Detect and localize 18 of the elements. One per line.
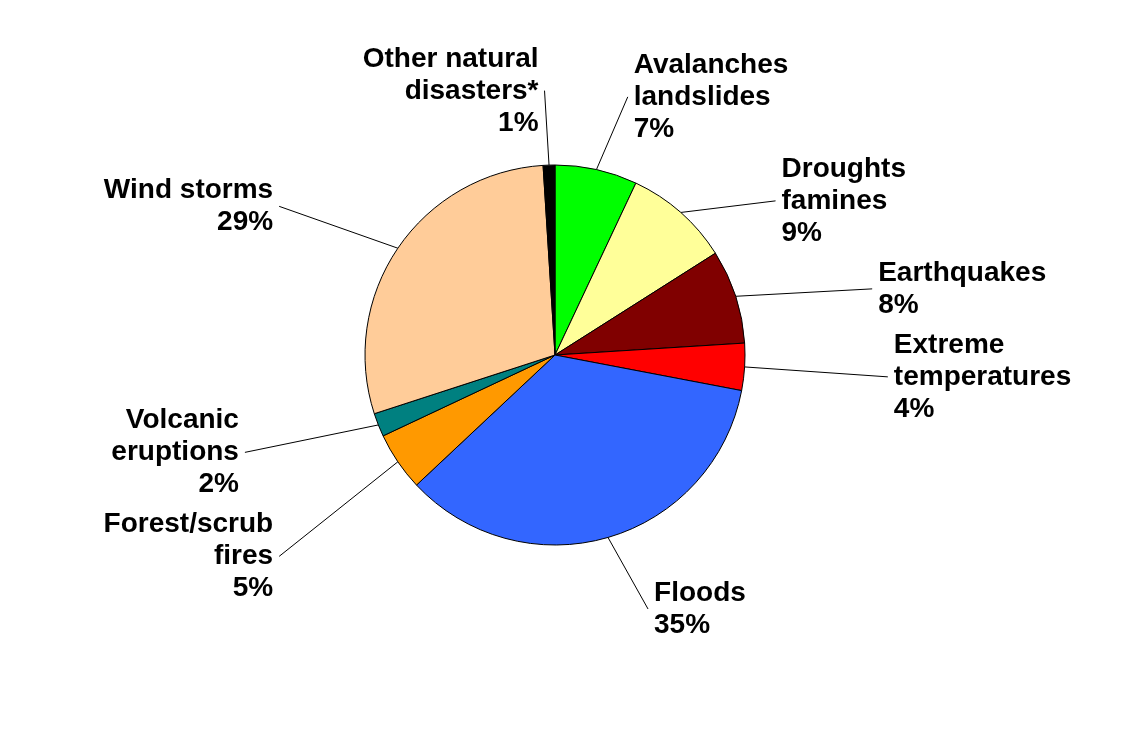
data-label: 4% — [893, 391, 935, 423]
slice-label: Volcanic eruptions — [111, 403, 239, 467]
slice-label: Other natural disasters* — [362, 41, 539, 105]
slice-label: Earthquakes — [878, 255, 1047, 287]
data-label: 8% — [878, 287, 919, 319]
slice-label: Floods — [654, 576, 746, 607]
data-label: 7% — [633, 111, 675, 143]
data-label: 9% — [781, 215, 823, 247]
slice-label: Forest/scrub fires — [103, 507, 274, 571]
data-label: 2% — [198, 467, 240, 499]
slice-label: Wind storms — [103, 173, 274, 205]
data-label: 35% — [654, 608, 711, 639]
data-label: 1% — [498, 105, 539, 137]
slice-label: Droughts famines — [781, 151, 906, 215]
slice-label: Avalanches landslides — [633, 47, 789, 111]
data-label: 5% — [232, 571, 274, 603]
slice-label: Extreme temperatures — [893, 327, 1072, 391]
data-label: 29% — [217, 205, 274, 237]
